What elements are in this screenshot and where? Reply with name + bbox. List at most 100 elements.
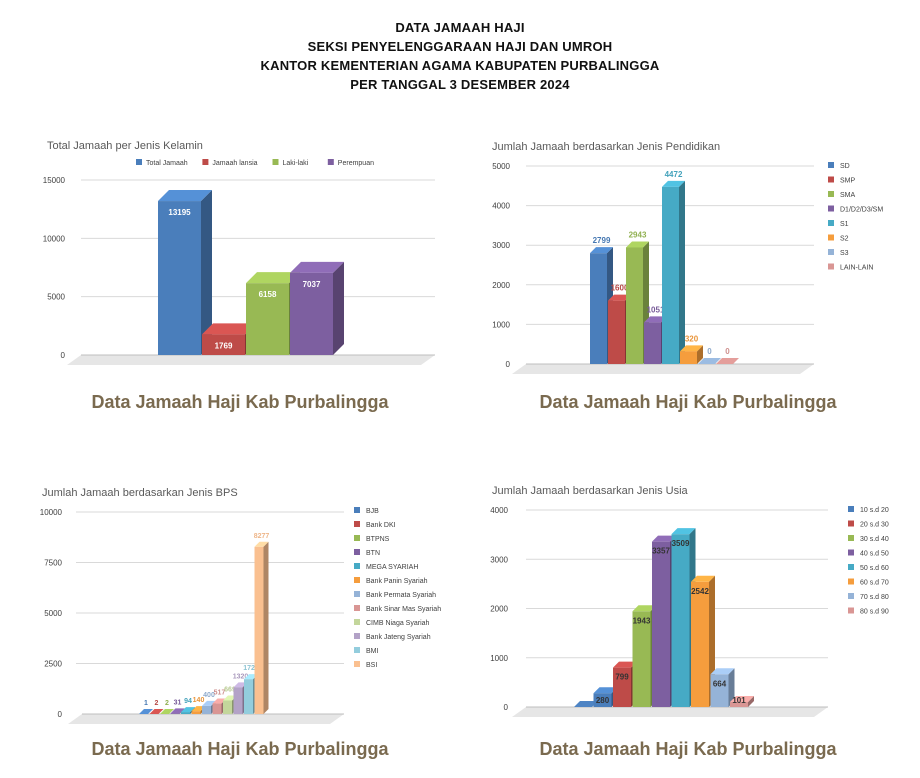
bar-top (632, 605, 657, 612)
legend-swatch (136, 159, 142, 165)
legend-label: Jamaah lansia (212, 160, 257, 167)
bar-top (170, 708, 185, 714)
chart-title: Jumlah Jamaah berdasarkan Jenis Usia (492, 485, 689, 497)
bar-side (333, 261, 344, 355)
bar-side (748, 696, 754, 707)
legend-label: S1 (840, 221, 849, 228)
y-tick-label: 15000 (43, 176, 66, 185)
bar-side (679, 180, 685, 364)
legend-swatch (828, 176, 834, 183)
bar-top (680, 345, 703, 352)
bar (691, 581, 709, 707)
data-label: 1051 (647, 305, 665, 314)
data-label: 140 (193, 697, 205, 704)
data-label: 2799 (593, 236, 611, 245)
legend-label: 70 s.d 80 (860, 594, 889, 601)
data-label: 13195 (168, 208, 191, 217)
legend-swatch (354, 563, 360, 569)
data-label: 2 (155, 700, 159, 707)
legend-label: BTN (366, 550, 380, 557)
legend-swatch (848, 520, 854, 527)
legend-label: SMP (840, 178, 856, 185)
y-tick-label: 0 (61, 351, 66, 360)
legend-swatch (354, 549, 360, 555)
bar (191, 711, 201, 714)
chart-gender: Total Jamaah per Jenis Kelamin 0 5000 10000… (33, 133, 453, 378)
bar-top (593, 687, 618, 694)
bar (608, 300, 625, 364)
header-line-2: SEKSI PENYELENGGARAAN HAJI DAN UMROH (307, 39, 613, 54)
legend-label: Bank Panin Syariah (366, 578, 428, 585)
data-label: 8277 (254, 533, 270, 540)
bar (254, 546, 264, 714)
legend-label: Laki-laki (283, 160, 309, 167)
data-label: 799 (615, 673, 629, 682)
y-tick-label: 5000 (492, 162, 510, 171)
data-label: 2943 (629, 230, 647, 239)
bar-top (212, 698, 227, 704)
caption-3: Data Jamaah Haji Kab Purbalingga (91, 739, 389, 759)
bar-top (644, 316, 667, 323)
data-label: 101 (732, 696, 746, 705)
chart-floor (67, 355, 435, 365)
chart-gender-svg: Total Jamaah per Jenis Kelamin 0 5000 10000… (43, 140, 435, 365)
legend-swatch (848, 578, 854, 585)
bar (593, 693, 612, 707)
bar (170, 713, 180, 714)
legend-label: 20 s.d 30 (860, 522, 889, 529)
bar (590, 253, 607, 364)
bar-top (662, 180, 685, 187)
bar-top (671, 528, 696, 535)
y-tick-label: 3000 (490, 555, 508, 564)
legend-label: 80 s.d 90 (860, 609, 889, 616)
y-tick-label: 7500 (44, 559, 62, 568)
data-label: 0 (707, 347, 712, 356)
data-label: 6158 (259, 290, 277, 299)
bar-top (181, 707, 195, 713)
bar (632, 611, 651, 707)
data-label: 0 (725, 347, 730, 356)
bar-top (202, 700, 216, 706)
bar (644, 322, 661, 364)
legend-label: S3 (840, 250, 849, 257)
data-label: 320 (685, 334, 699, 343)
data-label: 31 (174, 699, 182, 706)
bar (730, 702, 748, 707)
bar-side (263, 541, 269, 714)
bar (613, 667, 631, 707)
header-line-4: PER TANGGAL 3 DESEMBER 2024 (350, 77, 570, 92)
data-label: 7037 (303, 280, 321, 289)
legend-swatch (848, 535, 854, 541)
bar (662, 186, 679, 364)
chart-title: Jumlah Jamaah berdasarkan Jenis BPS (42, 487, 238, 499)
legend-swatch (354, 661, 360, 667)
chart-education-svg: Jumlah Jamaah berdasarkan Jenis Pendidik… (492, 141, 883, 374)
y-tick-label: 0 (58, 710, 63, 719)
data-label: 669 (224, 686, 236, 693)
chart-floor (68, 714, 344, 724)
legend-label: SMA (840, 192, 856, 199)
bar-top (590, 247, 613, 254)
bar-top (158, 190, 212, 202)
bar (202, 705, 211, 714)
bar (680, 351, 697, 364)
data-label: 2542 (691, 587, 709, 596)
legend-label: 50 s.d 60 (860, 565, 889, 572)
legend-label: 10 s.d 20 (860, 507, 889, 514)
legend-swatch (354, 619, 360, 625)
data-label: 4472 (665, 170, 683, 179)
legend-label: LAIN-LAIN (840, 265, 873, 272)
bar-top (290, 261, 344, 273)
legend-swatch (848, 549, 854, 556)
legend-swatch (354, 535, 360, 541)
legend-swatch (848, 607, 854, 614)
legend-label: BSI (366, 662, 377, 669)
bar (202, 334, 245, 355)
chart-education: Jumlah Jamaah berdasarkan Jenis Pendidik… (478, 133, 898, 378)
bar-top (149, 708, 164, 714)
legend-label: S2 (840, 236, 849, 243)
y-tick-label: 4000 (490, 506, 508, 515)
chart-bps: Jumlah Jamaah berdasarkan Jenis BPS 0 2500… (28, 480, 453, 725)
data-label: 3357 (652, 547, 670, 556)
bar (223, 700, 232, 714)
